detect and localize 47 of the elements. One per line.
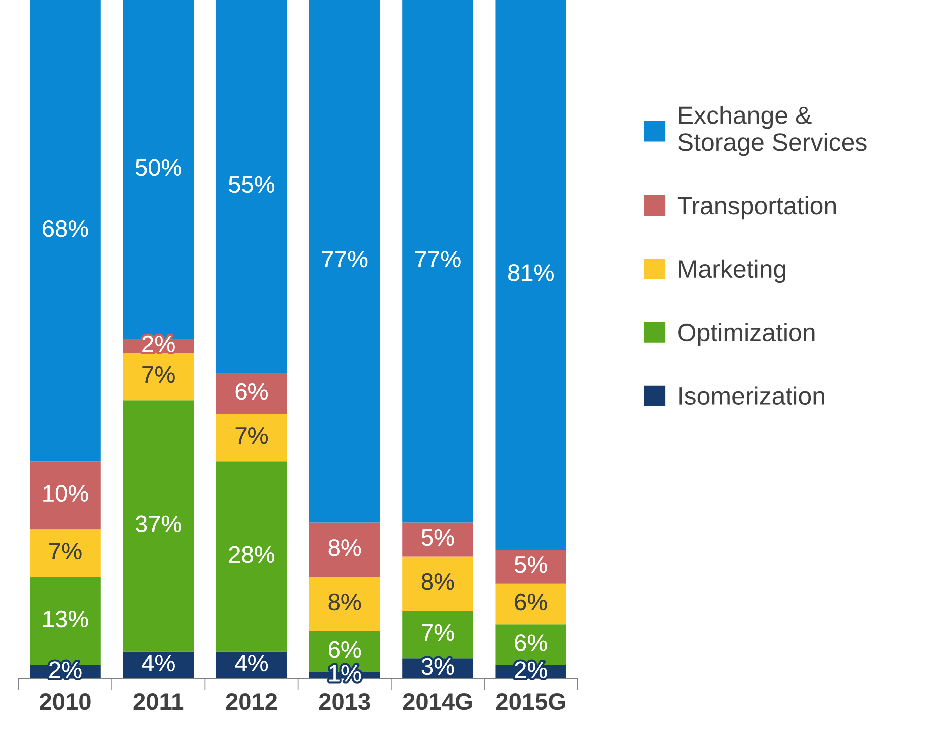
data-label: 8%: [328, 540, 362, 556]
legend-label: Isomerization: [680, 386, 824, 406]
data-label: 68%: [43, 220, 88, 238]
data-label: 7%: [50, 543, 82, 560]
data-label: 6%: [515, 594, 548, 611]
data-label: 5%: [514, 556, 548, 574]
bar: [309, 0, 380, 523]
data-label: 28%: [229, 546, 275, 564]
x-tick-label: 2012: [226, 693, 278, 710]
data-label: 3%: [422, 658, 454, 676]
data-label: 5%: [422, 529, 454, 546]
data-label: 37%: [136, 516, 182, 533]
data-label: 50%: [136, 159, 182, 176]
data-label: 7%: [142, 366, 175, 384]
bar: [216, 462, 288, 652]
data-label: 8%: [328, 594, 362, 611]
bar: [123, 400, 194, 652]
x-tick-label: 2011: [134, 693, 184, 710]
bar: [216, 0, 288, 374]
data-label: 77%: [322, 251, 368, 268]
data-label: 4%: [235, 655, 268, 672]
bar: [496, 0, 566, 550]
data-label: 77%: [416, 251, 461, 268]
data-label: 10%: [44, 485, 88, 502]
data-label: 2%: [142, 336, 175, 353]
data-label: 2%: [50, 662, 82, 678]
data-label: 6%: [329, 641, 362, 658]
data-label: 81%: [508, 264, 554, 282]
x-tick-label: 2014G: [403, 693, 472, 710]
data-label: 55%: [229, 176, 275, 194]
bar: [30, 0, 101, 462]
x-tick-label: 2010: [40, 693, 91, 710]
legend-label: Optimization: [678, 323, 815, 347]
data-label: 8%: [422, 574, 454, 590]
data-label: 7%: [236, 428, 268, 444]
data-label: 6%: [236, 383, 268, 400]
x-tick-label: 2013: [319, 693, 370, 710]
legend-label: Exchange & Storage Services: [678, 106, 867, 156]
data-label: 7%: [422, 624, 454, 642]
data-label: 6%: [515, 634, 548, 652]
data-label: 13%: [44, 610, 88, 628]
legend-label: Transportation: [678, 196, 836, 220]
data-label: 4%: [142, 655, 175, 672]
bar: [402, 0, 474, 523]
data-label: 2%: [515, 662, 548, 678]
x-tick-label: 2015G: [496, 693, 566, 710]
legend-label: Marketing: [679, 260, 786, 284]
